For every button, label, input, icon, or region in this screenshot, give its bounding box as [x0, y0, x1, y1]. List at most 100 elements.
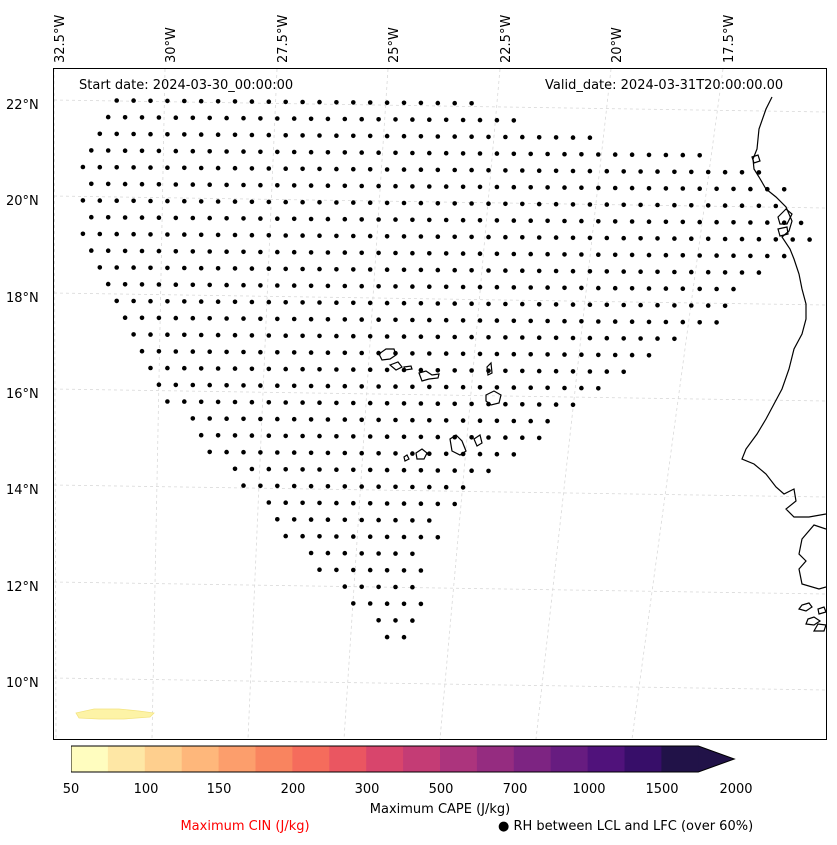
rh-dot	[342, 383, 348, 389]
rh-dot	[562, 185, 567, 190]
rh-dot	[131, 332, 136, 337]
rh-dot	[165, 265, 170, 271]
rh-dot	[680, 186, 686, 191]
rh-dot	[232, 433, 238, 438]
rh-dot	[748, 186, 753, 192]
rh-dot	[629, 185, 635, 191]
rh-dot	[342, 550, 348, 556]
rh-dot	[418, 200, 424, 206]
rh-dot	[621, 369, 626, 375]
rh-dot	[359, 150, 365, 155]
rh-dot	[334, 133, 339, 138]
rh-dot	[334, 333, 339, 339]
rh-dot	[283, 533, 288, 539]
rh-dot	[266, 199, 272, 205]
rh-dot	[249, 366, 255, 372]
rh-dot	[291, 483, 297, 489]
bijagos-island	[797, 602, 813, 612]
rh-dot	[452, 368, 458, 373]
rh-dot	[317, 534, 322, 539]
rh-dot	[190, 182, 196, 187]
rh-dot	[384, 534, 390, 540]
rh-marker-icon: ●	[498, 819, 510, 834]
rh-dot	[325, 450, 331, 456]
rh-dot	[689, 303, 694, 308]
colorbar-swatch	[329, 746, 367, 772]
rh-dot	[198, 165, 204, 171]
rh-dot	[232, 99, 238, 104]
rh-dot	[401, 434, 407, 440]
rh-dot	[477, 418, 483, 424]
rh-dot	[570, 202, 576, 207]
rh-dot	[139, 181, 145, 187]
rh-dot	[139, 148, 145, 154]
lat-label-20n: 20°N	[6, 194, 39, 209]
rh-dot	[384, 601, 390, 606]
rh-dot	[376, 284, 381, 289]
rh-dot	[503, 435, 508, 440]
rh-dot	[452, 134, 458, 139]
rh-dot	[596, 152, 601, 157]
rh-dot	[469, 167, 474, 173]
cape-verde-santo-antao	[378, 348, 397, 361]
rh-dot	[334, 200, 339, 205]
colorbar-extend-arrow	[698, 746, 735, 772]
rh-dot	[629, 252, 635, 258]
rh-dot	[401, 100, 407, 106]
rh-dot	[486, 468, 491, 474]
canary-island	[777, 226, 789, 237]
rh-dot	[215, 99, 221, 104]
rh-dot	[443, 451, 449, 457]
rh-dot	[511, 218, 517, 223]
colorbar-swatch	[255, 746, 293, 772]
rh-dot	[275, 450, 280, 455]
rh-dot	[587, 202, 593, 207]
rh-dot	[308, 417, 314, 422]
rh-dot	[427, 418, 432, 423]
rh-dot	[224, 449, 229, 455]
rh-dot	[325, 283, 331, 289]
rh-dot	[367, 567, 373, 573]
rh-dot	[638, 336, 643, 341]
rh-dot	[249, 333, 255, 338]
rh-dot	[165, 98, 170, 104]
start-date-label: Start date: 2024-03-30_00:00:00	[79, 78, 294, 93]
rh-dot	[765, 220, 770, 225]
rh-dot	[342, 216, 348, 222]
rh-dot	[258, 416, 263, 422]
rh-dot	[266, 466, 272, 472]
rh-dot	[697, 320, 702, 325]
rh-dot	[494, 218, 500, 223]
rh-dot-field	[80, 98, 812, 640]
rh-dot	[300, 500, 305, 506]
rh-dot	[367, 534, 373, 539]
rh-dot	[283, 300, 288, 305]
rh-dot	[215, 299, 221, 304]
cape-verde-sao-nicolau	[418, 370, 440, 382]
rh-dot	[283, 199, 288, 205]
rh-dot	[536, 402, 542, 407]
rh-dot	[156, 182, 162, 187]
rh-dot	[469, 101, 474, 106]
rh-dot	[215, 199, 221, 204]
rh-dot	[198, 299, 204, 304]
rh-dot	[393, 250, 398, 256]
rh-dot	[443, 418, 449, 423]
rh-dot	[275, 283, 280, 288]
rh-dot	[384, 568, 390, 573]
rh-dot	[553, 168, 559, 174]
rh-dot	[621, 269, 626, 274]
colorbar-tick-100: 100	[133, 782, 159, 797]
rh-dot	[376, 250, 381, 256]
rh-dot	[427, 351, 432, 356]
rh-dot	[756, 203, 762, 209]
rh-dot	[722, 270, 728, 275]
rh-dot	[266, 233, 272, 238]
colorbar-swatches	[71, 745, 736, 773]
rh-dot	[486, 134, 491, 140]
rh-dot	[97, 198, 103, 203]
rh-dot	[156, 115, 162, 120]
rh-dot	[359, 283, 365, 289]
rh-dot	[351, 133, 356, 139]
rh-dot	[443, 117, 449, 123]
